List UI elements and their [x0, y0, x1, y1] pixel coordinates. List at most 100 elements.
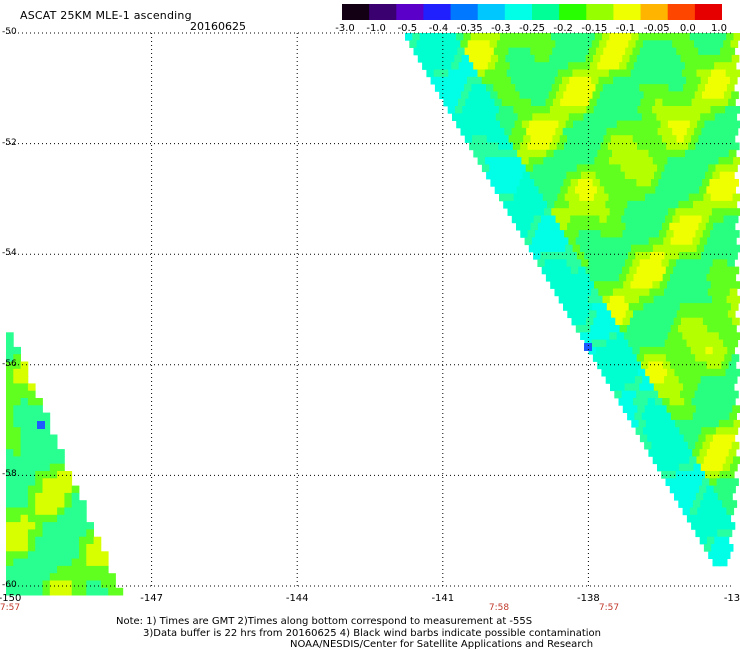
- swath-cell: [584, 303, 593, 311]
- swath-cell: [711, 208, 720, 216]
- swath-cell: [607, 230, 616, 238]
- swath-cell: [725, 106, 733, 114]
- swath-cell: [713, 522, 721, 530]
- swath-cell: [630, 157, 639, 165]
- swath-cell: [598, 252, 607, 260]
- swath-cell: [664, 127, 673, 136]
- swath-cell: [642, 252, 651, 260]
- swath-cell: [20, 419, 29, 428]
- swath-cell: [674, 281, 682, 289]
- swath-cell: [57, 565, 65, 574]
- swath-cell: [651, 354, 659, 362]
- swath-cell: [694, 427, 702, 435]
- swath-cell: [653, 295, 662, 304]
- swath-cell: [536, 157, 544, 165]
- swath-cell: [664, 427, 673, 435]
- swath-cell: [684, 186, 693, 194]
- swath-cell: [629, 179, 637, 187]
- swath-cell: [554, 164, 563, 173]
- swath-cell: [562, 127, 571, 136]
- swath-cell: [570, 127, 578, 136]
- swath-cell: [64, 500, 73, 508]
- swath-cell: [536, 208, 545, 216]
- swath-cell: [580, 84, 589, 92]
- swath-cell: [100, 587, 109, 596]
- swath-cell: [450, 47, 458, 56]
- swath-cell: [700, 500, 708, 508]
- swath-cell: [450, 98, 459, 107]
- swath-cell: [6, 405, 14, 413]
- swath-cell: [721, 325, 730, 333]
- swath-cell: [565, 69, 573, 78]
- swath-cell: [659, 281, 668, 289]
- swath-cell: [587, 157, 595, 165]
- swath-cell: [6, 361, 14, 370]
- swath-cell: [528, 193, 536, 202]
- swath-cell: [540, 252, 549, 260]
- swath-cell: [93, 587, 102, 596]
- swath-cell: [420, 47, 429, 56]
- swath-cell: [580, 120, 588, 129]
- swath-cell: [490, 54, 499, 63]
- swath-cell: [42, 529, 51, 538]
- swath-cell: [706, 62, 715, 70]
- swath-cell: [702, 441, 711, 450]
- swath-cell: [711, 69, 719, 78]
- swath-cell: [563, 179, 572, 187]
- swath-cell: [700, 200, 708, 209]
- swath-cell: [633, 310, 641, 319]
- swath-cell: [701, 252, 709, 260]
- swath-cell: [623, 157, 632, 165]
- colorbar-segment: [613, 4, 642, 20]
- swath-cell: [626, 325, 635, 333]
- swath-cell: [589, 186, 598, 194]
- swath-cell: [527, 230, 536, 238]
- swath-cell: [636, 390, 644, 399]
- swath-cell: [585, 54, 594, 63]
- swath-cell: [566, 84, 574, 92]
- swath-cell: [581, 310, 590, 319]
- swath-cell: [622, 54, 630, 63]
- swath-cell: [452, 113, 460, 121]
- swath-cell: [715, 427, 724, 435]
- time-label: 7:57: [0, 603, 21, 613]
- swath-cell: [13, 471, 21, 479]
- swath-cell: [27, 529, 36, 538]
- swath-cell: [723, 390, 732, 399]
- swath-cell: [529, 120, 537, 129]
- swath-cell: [79, 500, 87, 508]
- swath-cell: [610, 259, 619, 267]
- swath-cell: [512, 54, 521, 63]
- swath-cell: [727, 522, 736, 530]
- swath-cell: [514, 33, 523, 41]
- swath-cell: [488, 113, 497, 121]
- swath-cell: [6, 383, 14, 392]
- swath-cell: [545, 273, 554, 282]
- swath-cell: [523, 186, 532, 194]
- swath-cell: [575, 186, 583, 194]
- swath-cell: [582, 186, 590, 194]
- swath-cell: [79, 507, 87, 516]
- swath-cell: [547, 164, 556, 173]
- swath-cell: [724, 230, 733, 238]
- swath-cell: [455, 69, 464, 78]
- swath-cell: [473, 149, 481, 158]
- swath-cell: [507, 208, 516, 216]
- swath-cell: [587, 69, 595, 78]
- swath-cell: [538, 186, 547, 194]
- swath-cell: [651, 54, 660, 63]
- swath-cell: [721, 361, 729, 370]
- swath-cell: [722, 500, 730, 508]
- swath-cell: [704, 419, 712, 428]
- swath-cell: [682, 507, 691, 516]
- swath-cell: [456, 84, 465, 92]
- swath-cell: [650, 339, 658, 348]
- swath-cell: [710, 106, 719, 114]
- swath-cell: [625, 398, 634, 406]
- swath-cell: [680, 54, 689, 63]
- swath-cell: [690, 259, 699, 267]
- swath-cell: [718, 281, 726, 289]
- swath-cell: [722, 288, 731, 297]
- swath-cell: [693, 76, 702, 85]
- swath-cell: [71, 529, 80, 538]
